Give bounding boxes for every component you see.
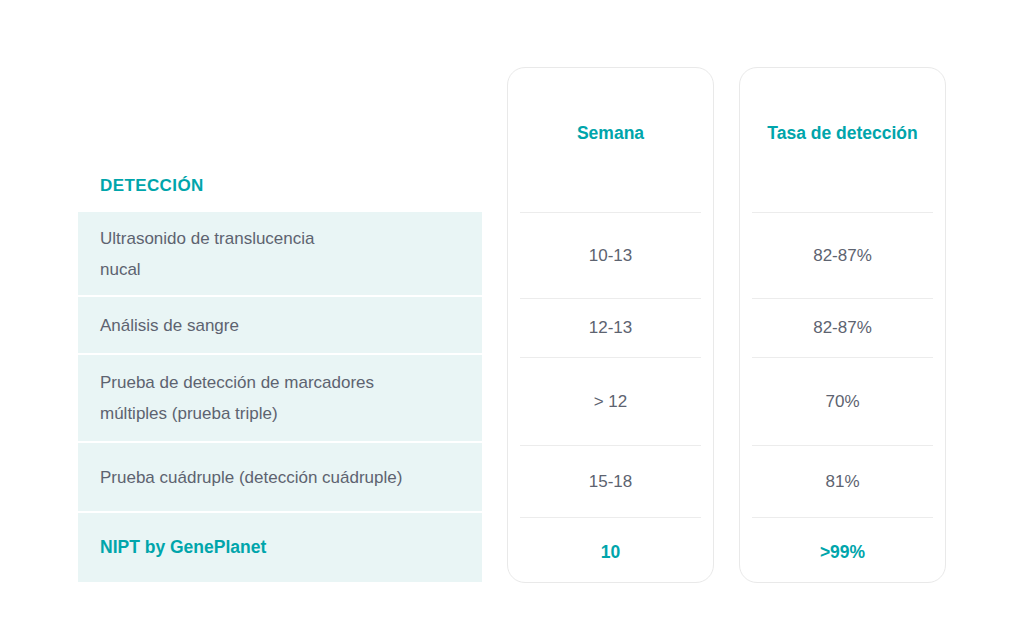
semana-value-nipt: 10	[520, 517, 701, 587]
tasa-card-header: Tasa de detección	[752, 68, 933, 212]
semana-card: Semana 10-13 12-13 > 12 15-18 10	[507, 67, 714, 583]
value-text: > 12	[594, 392, 628, 412]
value-text: 10-13	[589, 246, 632, 266]
value-text: 70%	[825, 392, 859, 412]
detection-column-header: DETECCIÓN	[78, 167, 482, 212]
detection-table: DETECCIÓN Ultrasonido de translucencia n…	[78, 167, 482, 582]
semana-value-prueba-triple: > 12	[520, 357, 701, 445]
tasa-deteccion-card: Tasa de detección 82-87% 82-87% 70% 81% …	[739, 67, 946, 583]
table-row-nipt-geneplanet: NIPT by GenePlanet	[78, 513, 482, 582]
value-text: 15-18	[589, 472, 632, 492]
tasa-value-prueba-triple: 70%	[752, 357, 933, 445]
value-text: 10	[601, 542, 620, 563]
row-label: Ultrasonido de translucencia nucal	[100, 223, 315, 285]
tasa-value-analisis-sangre: 82-87%	[752, 298, 933, 357]
value-text: 82-87%	[813, 318, 872, 338]
row-label: Análisis de sangre	[100, 310, 239, 341]
value-text: >99%	[820, 542, 865, 563]
tasa-value-nipt: >99%	[752, 517, 933, 587]
value-text: 12-13	[589, 318, 632, 338]
table-row-prueba-triple: Prueba de detección de marcadores múltip…	[78, 355, 482, 441]
table-row-prueba-cuadruple: Prueba cuádruple (detección cuádruple)	[78, 443, 482, 511]
tasa-value-ultrasonido: 82-87%	[752, 212, 933, 298]
row-label: NIPT by GenePlanet	[100, 532, 266, 563]
table-row-ultrasonido: Ultrasonido de translucencia nucal	[78, 212, 482, 295]
table-row-analisis-sangre: Análisis de sangre	[78, 297, 482, 353]
semana-value-prueba-cuadruple: 15-18	[520, 445, 701, 517]
semana-card-header: Semana	[520, 68, 701, 212]
value-text: 82-87%	[813, 246, 872, 266]
row-label: Prueba de detección de marcadores múltip…	[100, 367, 374, 429]
semana-value-ultrasonido: 10-13	[520, 212, 701, 298]
row-label: Prueba cuádruple (detección cuádruple)	[100, 462, 402, 493]
detection-comparison-infographic: DETECCIÓN Ultrasonido de translucencia n…	[0, 0, 1024, 640]
semana-value-analisis-sangre: 12-13	[520, 298, 701, 357]
value-text: 81%	[825, 472, 859, 492]
tasa-value-prueba-cuadruple: 81%	[752, 445, 933, 517]
